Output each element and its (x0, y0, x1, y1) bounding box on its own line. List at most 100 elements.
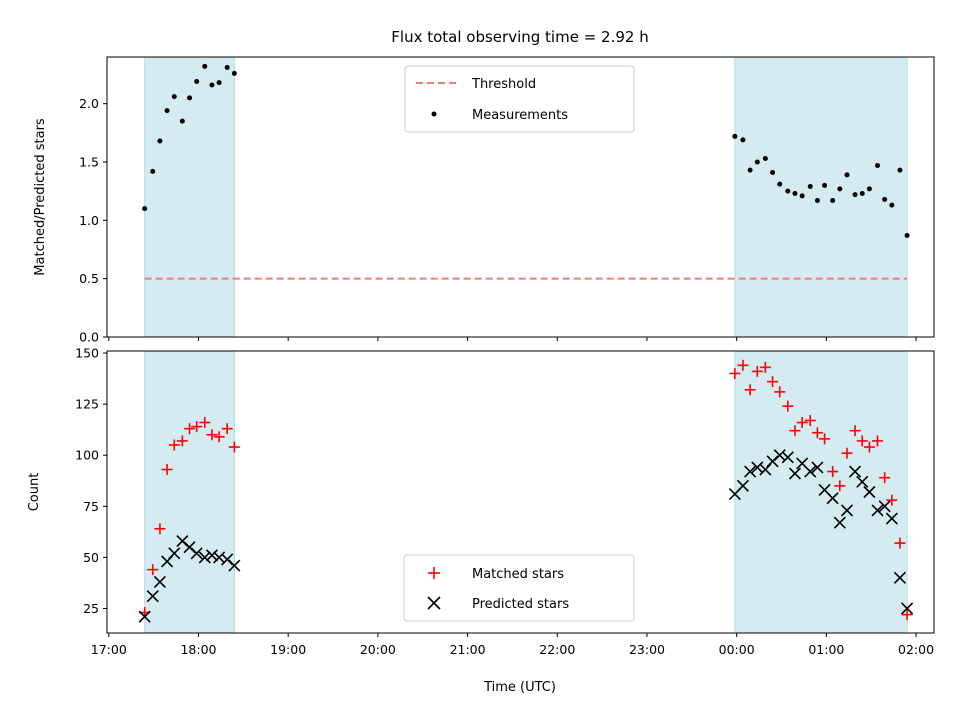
x-tick-label: 22:00 (539, 642, 575, 657)
top-x-ticks (108, 337, 917, 341)
matched-star-point (789, 425, 801, 437)
measurement-point (866, 186, 872, 192)
measurement-point (164, 108, 170, 114)
predicted-star-point (205, 549, 219, 562)
bottom-legend: Matched stars Predicted stars (403, 554, 635, 622)
measurement-point (904, 233, 910, 238)
measurement-point (216, 80, 222, 86)
measurement-point (732, 133, 738, 139)
matched-star-point (849, 425, 861, 437)
matched-star-point (161, 464, 173, 476)
predicted-star-point (788, 467, 802, 480)
predicted-star-point (901, 602, 914, 615)
matched-star-point (856, 435, 868, 447)
matched-star-point (819, 433, 831, 445)
top-shaded-intervals (144, 57, 908, 337)
y-tick-label: 25 (83, 601, 99, 616)
matched-star-point (879, 472, 891, 484)
predicted-star-point (833, 516, 846, 529)
measurement-point (844, 172, 850, 178)
shaded-interval-1 (734, 57, 908, 337)
measurement-point (777, 181, 783, 187)
measurement-point (889, 202, 895, 208)
bottom-y-axis: 25 50 75 100 125 150 (75, 346, 107, 616)
y-tick-label: 75 (83, 499, 99, 514)
matched-star-point (871, 435, 883, 447)
matched-star-point (744, 384, 756, 396)
measurement-point (814, 198, 820, 203)
measurement-point (194, 79, 200, 84)
predicted-star-point (840, 504, 854, 517)
y-tick-label: 125 (75, 397, 99, 412)
legend-matched-label: Matched stars (472, 567, 564, 582)
top-y-axis: 0.0 0.5 1.0 1.5 2.0 (79, 96, 107, 345)
y-tick-label: 1.0 (79, 213, 99, 228)
bottom-y-axis-label: Count (27, 473, 42, 512)
matched-star-point (804, 414, 816, 426)
measurement-point (740, 137, 746, 143)
predicted-star-point (811, 461, 824, 474)
matched-star-point (176, 435, 188, 447)
measurement-point (830, 198, 836, 203)
matched-star-point (147, 564, 159, 576)
matched-star-point (901, 609, 913, 621)
measurement-point (792, 191, 798, 196)
bottom-panel: 25 50 75 100 125 150 17:00 18:00 19:00 20:00 21:0… (27, 346, 935, 695)
measurement-point (770, 170, 776, 175)
predicted-star-point (781, 451, 794, 464)
matched-star-point (154, 523, 166, 535)
predicted-star-point (146, 590, 159, 603)
predicted-star-point (856, 475, 869, 488)
bottom-legend-box (403, 554, 635, 622)
measurement-point (150, 168, 156, 174)
predicted-star-point (826, 492, 839, 505)
legend-measurements-swatch (431, 111, 437, 117)
matched-star-point (729, 367, 741, 379)
measurement-point (799, 193, 805, 199)
bottom-x-axis: 17:00 18:00 19:00 20:00 21:00 22:00 23:00 00:00… (91, 633, 934, 657)
x-tick-label: 01:00 (808, 642, 844, 657)
measurement-point (897, 167, 903, 173)
measurement-point (852, 192, 858, 198)
measurement-point (209, 82, 215, 88)
measurement-point (231, 70, 237, 76)
measurement-point (754, 159, 760, 165)
measurement-point (747, 167, 753, 173)
y-tick-label: 150 (75, 346, 99, 361)
legend-matched-swatch (428, 567, 440, 579)
predicted-star-point (893, 571, 906, 584)
measurement-point (822, 182, 828, 188)
matched-star-point (811, 427, 823, 439)
matched-star-point (191, 421, 203, 433)
x-tick-label: 02:00 (898, 642, 934, 657)
chart-title: Flux total observing time = 2.92 h (391, 28, 648, 46)
shaded-interval-1 (734, 351, 908, 633)
matched-star-point (184, 423, 196, 435)
predicted-star-point (849, 465, 862, 478)
matched-star-point (894, 537, 906, 549)
bottom-plot-frame (106, 350, 935, 634)
matched-star-point (228, 441, 240, 453)
measurement-point (762, 156, 768, 161)
x-tick-label: 19:00 (270, 642, 306, 657)
measurement-point (882, 196, 888, 202)
predicted-star-point (863, 485, 876, 499)
measurement-point (157, 138, 163, 144)
x-tick-label: 20:00 (360, 642, 396, 657)
measurement-point (859, 191, 865, 196)
matched-star-point (834, 480, 846, 492)
predicted-star-point (773, 449, 786, 462)
measurements-series (142, 63, 910, 238)
matched-star-point (751, 365, 763, 377)
x-axis-label: Time (UTC) (483, 680, 556, 695)
predicted-star-point (228, 559, 241, 572)
shaded-interval-0 (144, 57, 235, 337)
y-tick-label: 0.0 (79, 330, 99, 345)
bottom-shaded-intervals (144, 351, 908, 633)
predicted-star-point (138, 610, 151, 623)
matched-star-point (206, 429, 218, 441)
measurement-point (142, 206, 148, 212)
predicted-star-point (885, 512, 898, 525)
y-tick-label: 100 (75, 448, 99, 463)
